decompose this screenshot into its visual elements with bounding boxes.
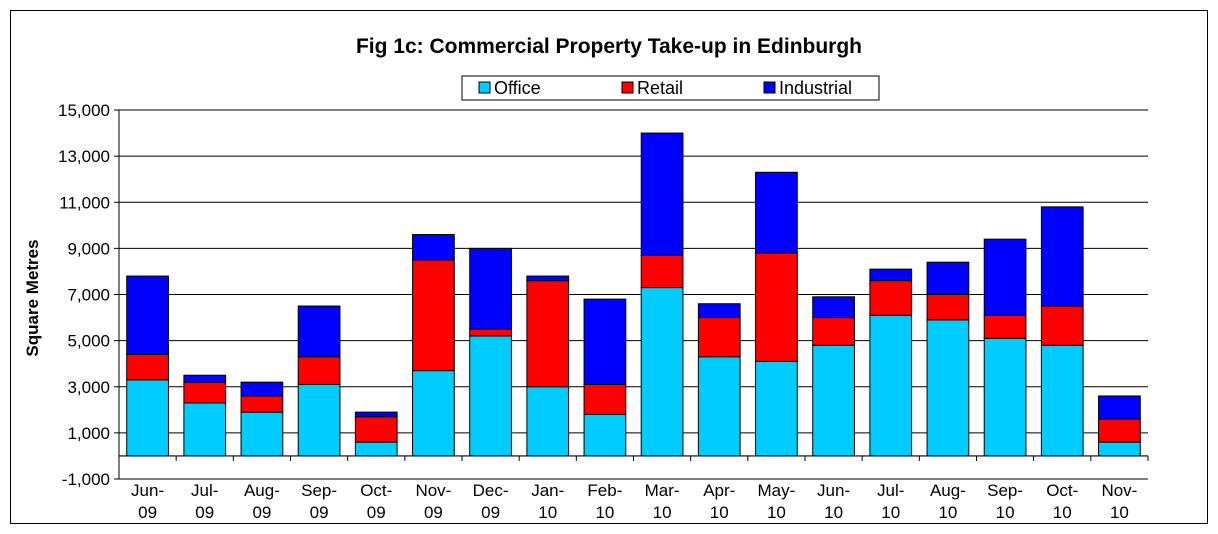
bar-retail [583, 383, 627, 415]
x-tick-label: May-10 [758, 481, 796, 522]
bar-office [812, 344, 855, 457]
y-tick-label: 7,000 [67, 286, 110, 305]
bar-office [354, 441, 398, 457]
x-tick-label: Nov-09 [415, 481, 451, 522]
chart-title: Fig 1c: Commercial Property Take-up in E… [356, 35, 862, 58]
bars-layer [126, 132, 1141, 457]
y-tick-label: 11,000 [59, 193, 110, 212]
bar-industrial [812, 296, 855, 319]
bar-industrial [869, 268, 913, 282]
bar-industrial [697, 303, 741, 319]
y-tick-label: 15,000 [58, 101, 110, 120]
bar-retail [926, 294, 970, 321]
bar-retail [183, 381, 227, 404]
x-tick-label: Aug-10 [930, 481, 966, 522]
legend-swatch-office [478, 81, 491, 94]
y-axis-title: Square Metres [23, 239, 42, 356]
bar-industrial [354, 411, 398, 418]
bar-industrial [469, 247, 512, 330]
bar-office [697, 356, 741, 457]
bar-industrial [1040, 206, 1084, 307]
x-tick-label: Jul-09 [191, 481, 218, 522]
legend-box [461, 75, 880, 101]
bar-office [526, 386, 570, 457]
bar-industrial [1098, 395, 1141, 420]
bar-office [1040, 344, 1084, 457]
bar-industrial [583, 298, 627, 385]
x-tick-label: Oct-10 [1046, 481, 1078, 522]
legend-label-retail: Retail [637, 78, 683, 98]
bar-industrial [126, 275, 169, 355]
bar-retail [126, 353, 169, 381]
bar-industrial [640, 132, 684, 256]
x-tick-label: Jun-09 [131, 481, 164, 522]
bar-industrial [297, 305, 341, 358]
bar-retail [1040, 305, 1084, 346]
bar-retail [240, 395, 284, 413]
bar-retail [1098, 418, 1141, 443]
bar-office [640, 287, 684, 457]
y-tick-label: 9,000 [67, 239, 110, 258]
bar-office [469, 335, 512, 457]
bar-industrial [983, 238, 1027, 316]
bar-retail [354, 416, 398, 443]
bar-industrial [412, 234, 455, 261]
legend-swatch-retail [621, 81, 634, 94]
bar-industrial [926, 261, 970, 295]
x-tick-label: Nov-10 [1101, 481, 1137, 522]
legend: Office Retail Industrial [461, 75, 880, 101]
bar-office [869, 314, 913, 457]
bar-office [412, 370, 455, 457]
bar-retail [526, 280, 570, 388]
x-tick-label: Oct-09 [360, 481, 392, 522]
bar-retail [697, 317, 741, 358]
x-tick-label: Jul-10 [877, 481, 904, 522]
bar-retail [640, 254, 684, 289]
y-tick-label: 5,000 [67, 332, 110, 351]
y-tick-label: -1,000 [62, 470, 110, 489]
bar-industrial [183, 374, 227, 383]
bar-industrial [240, 381, 284, 397]
x-tick-label: Mar-10 [645, 481, 680, 522]
y-tick-label: 1,000 [67, 424, 110, 443]
legend-label-office: Office [494, 78, 541, 98]
x-tick-label: Aug-09 [244, 481, 280, 522]
legend-label-industrial: Industrial [779, 78, 852, 98]
x-tick-label: Jun-10 [817, 481, 850, 522]
y-tick-label: 13,000 [58, 147, 110, 166]
x-tick-label: Sep-10 [987, 481, 1023, 522]
bar-office [583, 413, 627, 457]
x-tick-label: Dec-09 [473, 481, 509, 522]
bar-industrial [755, 171, 798, 254]
bar-office [755, 360, 798, 457]
x-tick-label: Sep-09 [301, 481, 337, 522]
x-tick-label: Feb-10 [587, 481, 622, 522]
bar-office [183, 402, 227, 457]
bar-office [297, 383, 341, 457]
bar-office [983, 337, 1027, 457]
bar-office [1098, 441, 1141, 457]
bar-retail [297, 356, 341, 385]
bar-office [240, 411, 284, 457]
bar-office [926, 319, 970, 457]
x-tick-label: Apr-10 [703, 481, 735, 522]
legend-swatch-industrial [763, 81, 776, 94]
x-tick-label: Jan-10 [531, 481, 564, 522]
bar-retail [983, 314, 1027, 339]
bar-retail [869, 280, 913, 316]
bar-retail [469, 328, 512, 337]
bar-office [126, 379, 169, 457]
y-tick-label: 3,000 [67, 378, 110, 397]
bar-retail [812, 317, 855, 346]
bar-industrial [526, 275, 570, 282]
axis-layer: -1,000 1,000 3,000 5,000 7,000 9,000 11,000 13,… [58, 101, 1149, 522]
grid-layer [119, 109, 1148, 480]
bar-retail [755, 252, 798, 362]
bar-retail [412, 259, 455, 372]
